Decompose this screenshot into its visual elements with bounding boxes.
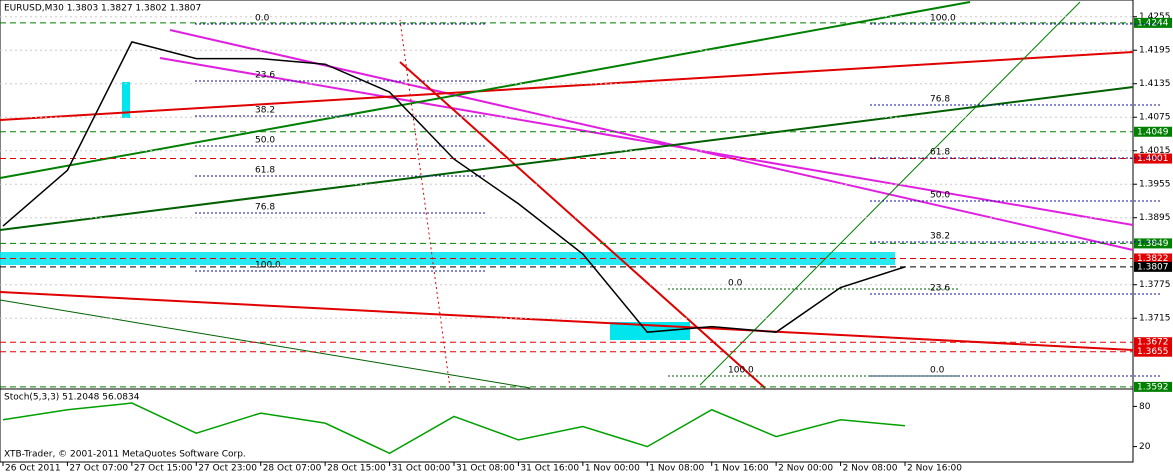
plot-frame	[0, 0, 1134, 463]
fibo-label: 100.0	[930, 14, 956, 24]
level-box	[1134, 238, 1172, 249]
fibo-label: 0.0	[728, 279, 743, 289]
y-tick-label: 1.4135	[1139, 79, 1171, 89]
level-box	[1134, 346, 1172, 357]
y-tick-label: 20	[1139, 442, 1151, 452]
fibo-label: 50.0	[930, 191, 950, 201]
level-box	[1134, 261, 1172, 272]
fibo-label: 100.0	[255, 261, 281, 271]
x-tick-label: 28 Oct 15:00	[327, 464, 386, 474]
level-label: 1.4001	[1137, 154, 1169, 164]
x-tick-label: 27 Oct 23:00	[198, 464, 257, 474]
level-box	[1134, 337, 1172, 348]
series-line	[2, 402, 906, 455]
level-label: 1.3672	[1137, 338, 1169, 348]
x-tick-label: 31 Oct 08:00	[456, 464, 515, 474]
level-label: 1.4244	[1137, 18, 1169, 28]
indicator-title: Stoch(5,3,3) 51.2048 56.0834	[4, 393, 140, 403]
level-label: 1.3849	[1137, 239, 1169, 249]
fibo-label: 76.8	[930, 95, 950, 105]
fibo-label: 0.0	[255, 14, 270, 24]
fibo-label: 61.8	[255, 166, 275, 176]
trendline	[159, 57, 1134, 226]
trendline	[0, 1, 971, 179]
level-label: 1.4049	[1137, 127, 1169, 137]
x-tick-label: 27 Oct 07:00	[69, 464, 128, 474]
y-tick-label: 1.3775	[1139, 280, 1171, 290]
level-label: 1.3807	[1137, 262, 1169, 272]
x-tick-label: 1 Nov 16:00	[714, 464, 769, 474]
fibo-label: 76.8	[255, 203, 275, 213]
level-label: 1.3655	[1137, 347, 1169, 357]
y-tick-label: 1.4195	[1139, 46, 1171, 56]
chart-title: EURUSD,M30 1.3803 1.3827 1.3802 1.3807	[4, 4, 201, 14]
level-box	[1134, 126, 1172, 137]
trendline	[699, 1, 1081, 386]
footer: XTB-Trader, © 2001-2011 MetaQuotes Softw…	[4, 450, 246, 460]
fibo-label: 23.6	[255, 71, 275, 81]
series-line	[2, 40, 906, 333]
x-tick-label: 2 Nov 16:00	[907, 464, 962, 474]
x-tick-label: 2 Nov 08:00	[843, 464, 898, 474]
x-tick-label: 28 Oct 07:00	[263, 464, 322, 474]
x-tick-label: 27 Oct 15:00	[134, 464, 193, 474]
trendline	[0, 291, 1134, 351]
level-label: 1.3822	[1137, 254, 1169, 264]
y-tick-label: 1.3955	[1139, 180, 1171, 190]
trendline	[0, 51, 1134, 121]
x-tick-label: 26 Oct 2011	[5, 464, 61, 474]
y-tick-label: 1.3715	[1139, 314, 1171, 324]
trendline	[399, 19, 451, 389]
fibo-label: 50.0	[255, 136, 275, 146]
trendline	[0, 86, 1134, 231]
level-box	[1134, 153, 1172, 164]
fibo-label: 0.0	[930, 366, 945, 376]
fibo-label: 100.0	[728, 366, 754, 376]
x-tick-label: 2 Nov 00:00	[778, 464, 833, 474]
y-tick-label: 1.4015	[1139, 146, 1171, 156]
level-box	[1134, 17, 1172, 28]
x-tick-label: 31 Oct 16:00	[520, 464, 579, 474]
y-tick-label: 1.4255	[1139, 12, 1171, 22]
fibo-label: 38.2	[930, 232, 950, 242]
x-tick-label: 31 Oct 00:00	[392, 464, 451, 474]
zone	[122, 82, 130, 118]
level-box	[1134, 253, 1172, 264]
fibo-label: 38.2	[255, 106, 275, 116]
y-tick-label: 80	[1139, 402, 1151, 412]
y-tick-label: 1.4075	[1139, 113, 1171, 123]
x-tick-label: 1 Nov 08:00	[649, 464, 704, 474]
trendline	[0, 299, 531, 389]
x-tick-label: 1 Nov 00:00	[585, 464, 640, 474]
level-label: 1.3592	[1137, 382, 1169, 392]
fibo-label: 61.8	[930, 148, 950, 158]
y-tick-label: 1.3895	[1139, 213, 1171, 223]
zone	[0, 252, 895, 265]
level-box	[1134, 381, 1172, 392]
